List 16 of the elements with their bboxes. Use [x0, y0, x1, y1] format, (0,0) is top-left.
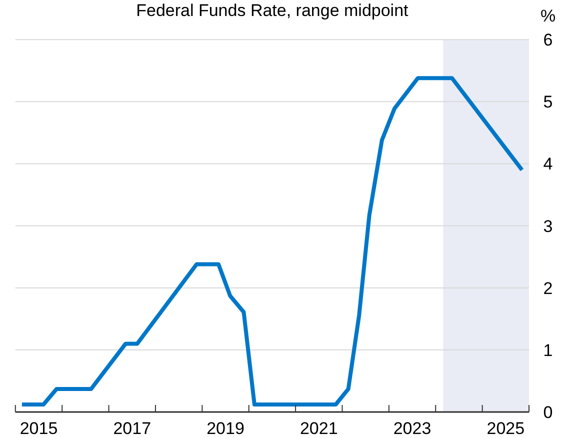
x-tick-label: 2017 — [113, 419, 152, 438]
x-tick-label: 2019 — [206, 419, 244, 438]
x-tick-label: 2015 — [20, 419, 58, 438]
y-tick-label: 2 — [543, 278, 553, 298]
y-tick-label: 4 — [543, 154, 553, 174]
line-series — [20, 76, 524, 407]
y-tick-label: 3 — [543, 216, 553, 236]
y-tick-label: 0 — [543, 402, 553, 422]
x-tick-label: 2025 — [486, 419, 525, 438]
y-tick-label: 6 — [543, 30, 553, 50]
x-tick-label: 2021 — [300, 419, 338, 438]
x-tick-label: 2023 — [393, 419, 432, 438]
y-tick-label: 5 — [543, 92, 553, 112]
y-tick-label: 1 — [543, 340, 553, 360]
chart-title: Federal Funds Rate, range midpoint — [136, 1, 409, 20]
y-axis-title: % — [540, 6, 556, 26]
